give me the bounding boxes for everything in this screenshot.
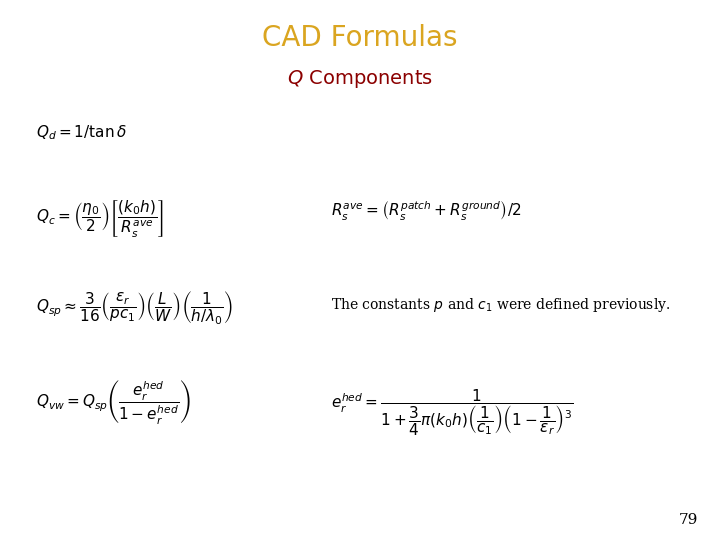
Text: The constants $p$ and $c_1$ were defined previously.: The constants $p$ and $c_1$ were defined… xyxy=(331,296,670,314)
Text: $Q_{sp} \approx \dfrac{3}{16} \left( \dfrac{\varepsilon_r}{p c_1} \right) \left(: $Q_{sp} \approx \dfrac{3}{16} \left( \df… xyxy=(36,289,233,326)
Text: $e_r^{hed} = \dfrac{1}{1 + \dfrac{3}{4} \pi (k_0 h) \left( \dfrac{1}{c_1} \right: $e_r^{hed} = \dfrac{1}{1 + \dfrac{3}{4} … xyxy=(331,388,574,438)
Text: $Q_c = \left( \dfrac{\eta_0}{2} \right) \left[ \dfrac{(k_0 h)}{R_s^{ave}} \right: $Q_c = \left( \dfrac{\eta_0}{2} \right) … xyxy=(36,198,163,239)
Text: $Q_{vw} = Q_{sp} \left( \dfrac{e_r^{hed}}{1 - e_r^{hed}} \right)$: $Q_{vw} = Q_{sp} \left( \dfrac{e_r^{hed}… xyxy=(36,379,191,426)
Text: $\mathit{Q}$ Components: $\mathit{Q}$ Components xyxy=(287,68,433,90)
Text: $Q_d = 1 / \tan \delta$: $Q_d = 1 / \tan \delta$ xyxy=(36,123,127,141)
Text: 79: 79 xyxy=(679,512,698,526)
Text: CAD Formulas: CAD Formulas xyxy=(262,24,458,52)
Text: $R_s^{ave} = \left( R_s^{patch} + R_s^{ground} \right) / 2$: $R_s^{ave} = \left( R_s^{patch} + R_s^{g… xyxy=(331,200,522,223)
